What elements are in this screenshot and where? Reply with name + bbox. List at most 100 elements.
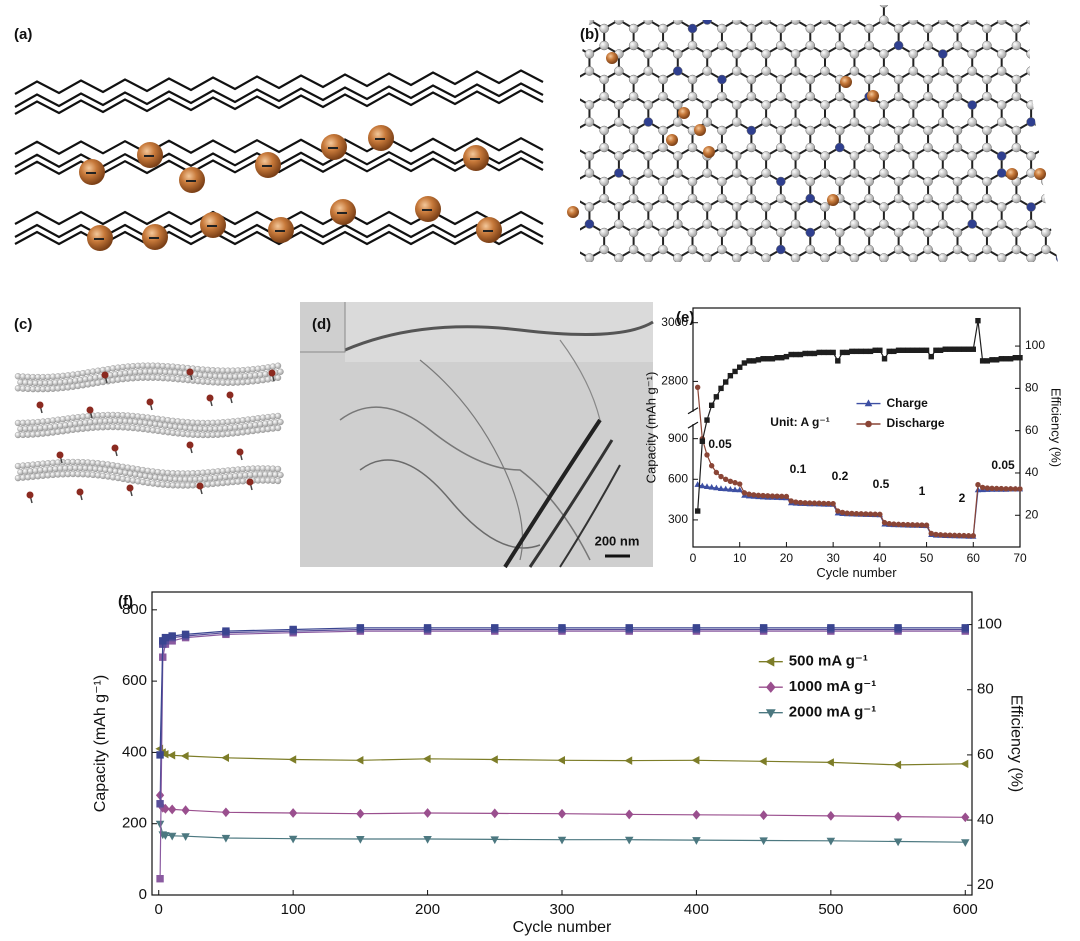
data-point <box>961 624 969 632</box>
data-point <box>769 493 776 499</box>
data-point <box>722 476 729 482</box>
carbon-atom <box>1055 202 1058 212</box>
carbon-atom <box>834 176 845 187</box>
carbon-atom <box>570 143 579 152</box>
data-point <box>956 532 962 539</box>
carbon-atom <box>982 227 992 238</box>
data-point <box>886 348 892 355</box>
data-point <box>751 492 757 498</box>
carbon-atom <box>702 117 712 127</box>
data-point <box>947 532 953 538</box>
data-point <box>905 521 911 528</box>
axis-break-gap <box>691 411 695 425</box>
data-point <box>849 510 855 517</box>
carbon-atom <box>776 91 786 102</box>
data-point <box>769 356 776 362</box>
data-point <box>221 753 229 763</box>
carbon-atom <box>864 125 874 136</box>
nitrogen-atom <box>834 142 845 153</box>
y-tick-label: 2800 <box>661 374 688 388</box>
carbon-atom <box>908 117 919 127</box>
annotation: 0.1 <box>790 462 807 476</box>
carbon-atom <box>1055 49 1058 59</box>
data-point <box>960 839 970 847</box>
carbon-atom <box>790 100 801 110</box>
bond <box>1002 0 1017 3</box>
carbon-atom <box>702 5 712 8</box>
carbon-atom <box>879 151 889 161</box>
carbon-atom <box>584 202 595 212</box>
carbon-atom <box>923 125 933 136</box>
data-point <box>825 500 832 507</box>
carbon-atom <box>731 5 742 8</box>
carbon-atom <box>673 15 683 25</box>
carbon-atom <box>923 244 933 255</box>
data-point <box>893 811 903 822</box>
carbon-atom <box>702 253 712 262</box>
carbon-atom <box>628 91 639 102</box>
bond <box>560 97 575 106</box>
data-point <box>900 521 906 528</box>
tem-region <box>345 302 653 362</box>
atom <box>277 368 284 375</box>
bond <box>1075 0 1080 3</box>
carbon-atom <box>599 176 609 187</box>
carbon-atom <box>658 244 668 255</box>
carbon-atom <box>628 74 639 85</box>
carbon-atom <box>1026 15 1036 25</box>
bond <box>1045 95 1058 106</box>
carbon-atom <box>614 219 624 229</box>
bond <box>1030 95 1047 106</box>
data-point <box>853 510 860 517</box>
carbon-atom <box>820 5 830 8</box>
carbon-atom <box>1011 40 1022 51</box>
graphene-sheet <box>14 69 544 95</box>
oxygen-atom <box>56 451 64 459</box>
legend-marker <box>765 709 776 719</box>
li-ion <box>1034 168 1046 180</box>
carbon-atom <box>658 142 668 153</box>
data-point <box>423 808 432 818</box>
carbon-atom <box>820 117 830 127</box>
carbon-atom <box>628 244 639 255</box>
scale-bar-label: 200 nm <box>595 533 640 548</box>
carbon-atom <box>952 125 963 136</box>
carbon-atom <box>599 23 609 34</box>
carbon-atom <box>1071 126 1080 135</box>
carbon-atom <box>1055 219 1058 229</box>
carbon-atom <box>731 15 742 25</box>
carbon-atom <box>673 271 682 280</box>
bond <box>1075 199 1080 208</box>
carbon-atom <box>790 202 801 212</box>
x-tick-label: 50 <box>920 551 934 565</box>
carbon-atom <box>908 253 919 262</box>
bond <box>560 173 575 182</box>
x-tick-label: 60 <box>967 551 981 565</box>
tem-dark-edge <box>559 464 621 568</box>
data-point <box>703 483 711 490</box>
data-point <box>877 511 883 518</box>
bond <box>619 0 634 3</box>
data-point <box>289 625 297 634</box>
bond <box>545 20 560 29</box>
carbon-atom <box>731 66 742 76</box>
graphene-sheet <box>14 89 544 115</box>
data-point <box>731 486 739 493</box>
carbon-atom <box>996 202 1007 212</box>
carbon-atom <box>584 5 595 8</box>
carbon-atom <box>908 66 919 76</box>
carbon-atom <box>746 74 757 85</box>
carbon-atom <box>952 40 963 51</box>
carbon-atom <box>1026 253 1036 262</box>
nitrogen-atom <box>938 271 947 280</box>
oxygen-atom <box>196 482 204 490</box>
data-point <box>923 347 930 354</box>
carbon-atom <box>893 23 904 34</box>
carbon-atom <box>584 49 595 59</box>
data-point <box>727 372 734 379</box>
carbon-atom <box>570 24 579 33</box>
carbon-atom <box>864 244 874 255</box>
carbon-atom <box>908 202 919 212</box>
data-point <box>793 351 799 358</box>
